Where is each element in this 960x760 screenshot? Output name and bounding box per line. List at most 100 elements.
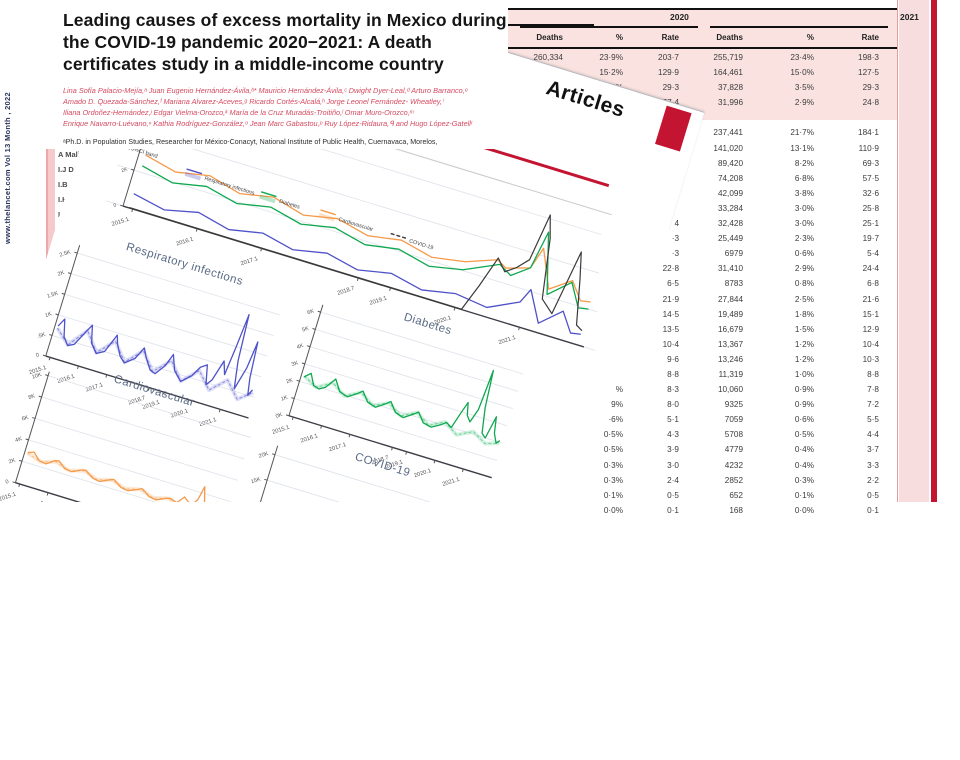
table-cell: 0·4% — [794, 460, 814, 470]
table-cell: 203·7 — [658, 53, 679, 62]
table-cell: 19,489 — [717, 309, 743, 319]
svg-text:0K: 0K — [275, 412, 284, 420]
table-cell: 110·9 — [858, 143, 879, 153]
table-cell: 15·1 — [862, 309, 879, 319]
table-cell: 3·5% — [794, 83, 814, 93]
table-cell: 32·6 — [862, 188, 879, 198]
table-cell: 0·3% — [603, 460, 623, 470]
table-cell: 37,828 — [717, 83, 743, 93]
svg-text:2018.7: 2018.7 — [371, 455, 390, 466]
table-cell: 6979 — [724, 249, 743, 259]
svg-text:2015.1: 2015.1 — [272, 425, 291, 436]
svg-text:15K: 15K — [250, 476, 261, 485]
table-cell: 5·1 — [667, 415, 679, 425]
svg-text:20K: 20K — [258, 451, 269, 460]
svg-text:2020.1: 2020.1 — [433, 315, 452, 326]
table-cell: 9325 — [724, 400, 743, 410]
svg-text:2017.1: 2017.1 — [328, 442, 347, 453]
author-line: Iliana Ordoñez-Hernández,ʲ Edgar Vielma-… — [63, 107, 414, 117]
svg-text:2019.1: 2019.1 — [142, 400, 161, 411]
table-cell: 16,679 — [717, 324, 743, 334]
svg-text:1.5K: 1.5K — [46, 290, 59, 299]
table-cell: 127·5 — [858, 68, 879, 78]
table-cell: 1·2% — [794, 339, 814, 349]
table-cell: 129·9 — [658, 68, 679, 78]
table-cell: 168 — [729, 505, 743, 515]
table-cell: 31,996 — [717, 98, 743, 108]
table-cell: 2·3% — [794, 234, 814, 244]
table-cell: 21·9 — [662, 294, 679, 304]
table-cell: 2852 — [724, 475, 743, 485]
cause-label: A Malign — [58, 150, 89, 159]
svg-text:2020.1: 2020.1 — [413, 468, 432, 479]
table-cell: 3·0 — [667, 460, 679, 470]
table-cell: 1·2% — [794, 354, 814, 364]
table-cell: 2·5% — [794, 294, 814, 304]
table-cell: 0·0% — [603, 505, 623, 515]
table-cell: 0·4% — [794, 445, 814, 455]
svg-text:0: 0 — [35, 352, 40, 359]
author-line: Enrique Navarro-Luévano,ⁿ Kathia Rodrígu… — [63, 118, 473, 128]
svg-text:2019.1: 2019.1 — [111, 526, 130, 537]
table-column-header: Rate — [861, 33, 879, 42]
table-cell: 29·3 — [862, 83, 879, 93]
year-group-2021: 2021 — [900, 12, 919, 22]
table-cell: 0·3% — [603, 475, 623, 485]
svg-text:2021.1: 2021.1 — [168, 544, 187, 555]
table-cell: 255,719 — [713, 53, 743, 62]
table-column-header: % — [806, 33, 814, 42]
table-cell: 89,420 — [717, 158, 743, 168]
lower-figure-fragment — [132, 606, 144, 630]
table-cell: 8·3 — [667, 385, 679, 395]
table-cell: 25·8 — [862, 203, 879, 213]
table-cell: 8·8 — [867, 369, 879, 379]
table-cell: 2·4 — [667, 475, 679, 485]
table-top-border — [505, 8, 897, 10]
lower-figure-fragment — [3, 560, 17, 590]
table-cell: 3·7 — [867, 445, 879, 455]
table-cell: 6·8 — [867, 279, 879, 289]
svg-text:3K: 3K — [291, 360, 300, 368]
table-cell: 260,334 — [533, 53, 563, 62]
table-cell: 5·5 — [867, 415, 879, 425]
table-column-headers: Deaths% Rate Deaths% Rate — [505, 33, 888, 42]
table-header-border — [505, 47, 897, 49]
svg-text:2015.1: 2015.1 — [226, 566, 245, 577]
svg-text:2021.1: 2021.1 — [442, 477, 461, 488]
svg-text:2K: 2K — [286, 377, 295, 385]
table-cell: 5708 — [724, 430, 743, 440]
author-line: Amado D. Quezada-Sánchez,ᶠ Mariana Alvar… — [63, 96, 444, 106]
author-list: Lina Sofía Palacio-Mejía,ᵃ Juan Eugenio … — [63, 86, 508, 130]
table-cell: 8783 — [724, 279, 743, 289]
table-cell: 6·5 — [667, 279, 679, 289]
svg-text:2016.1: 2016.1 — [57, 374, 76, 385]
table-column-header: Rate — [661, 33, 679, 42]
svg-text:2016.1: 2016.1 — [255, 574, 274, 585]
svg-text:2019.1: 2019.1 — [340, 600, 359, 611]
table-hidden-group-underline — [502, 24, 594, 26]
table-cell: 8·8 — [667, 369, 679, 379]
svg-text:2017.1: 2017.1 — [240, 256, 259, 267]
journal-sidebar-text: www.thelancet.com Vol 13 Month , 2022 — [3, 92, 12, 244]
svg-text:0: 0 — [113, 202, 118, 209]
table-cell: 13·5 — [662, 324, 679, 334]
table-cell: 8·0 — [667, 400, 679, 410]
table-cell: ·6% — [608, 415, 623, 425]
svg-text:2015.1: 2015.1 — [111, 217, 130, 228]
table-cell: 3·0% — [794, 203, 814, 213]
table-cell: 42,099 — [717, 188, 743, 198]
svg-text:COVID-19: COVID-19 — [408, 238, 434, 251]
table-cell: 11,319 — [718, 369, 743, 379]
table-cell: 4232 — [724, 460, 743, 470]
table-cell: 7059 — [724, 415, 743, 425]
table-cell: 0·5% — [794, 430, 814, 440]
table-cell: 7·2 — [867, 400, 879, 410]
table-cell: 10·4 — [862, 339, 879, 349]
table-cell: 0·0% — [794, 505, 814, 515]
table-cell: 0·1% — [603, 490, 623, 500]
year-group-2021-underline — [710, 26, 888, 28]
svg-text:2017.1: 2017.1 — [85, 382, 104, 393]
svg-text:0: 0 — [233, 553, 238, 560]
table-cell: 57·5 — [862, 173, 879, 183]
table-cell: 22·8 — [662, 264, 679, 274]
